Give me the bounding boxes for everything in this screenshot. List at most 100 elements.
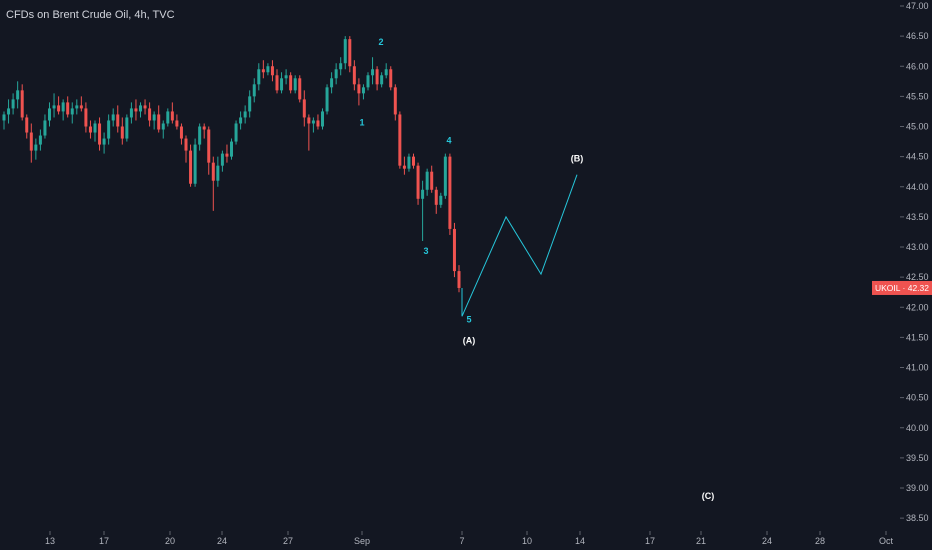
candle-body: [330, 78, 334, 88]
candle: [20, 84, 24, 121]
candle: [280, 72, 284, 94]
candle-body: [70, 108, 74, 115]
candle-body: [275, 75, 279, 91]
candle-body: [225, 153, 229, 157]
candle-body: [193, 144, 197, 184]
candle-body: [211, 162, 215, 181]
candle: [407, 153, 411, 172]
candle: [321, 108, 324, 130]
candle: [75, 99, 79, 115]
candle-body: [289, 75, 293, 91]
candle: [261, 60, 265, 79]
wave-label-3: 3: [423, 246, 428, 256]
candle: [434, 186, 438, 214]
candle-body: [348, 39, 352, 67]
candle-body: [398, 114, 402, 166]
price-tick-label: 40.50: [906, 393, 929, 403]
date-tick-label: 21: [696, 536, 706, 546]
price-tag-label: UKOIL · 42.32: [875, 283, 929, 293]
candle: [289, 72, 293, 94]
candle-body: [293, 78, 297, 91]
candle-body: [270, 66, 274, 76]
candle: [293, 75, 297, 94]
candle-body: [34, 144, 38, 151]
candle-body: [116, 114, 120, 127]
candle-body: [339, 63, 343, 70]
time-axis: 13 17 20 24 27 Sep 7 10 14 17 21 24 28 Oct: [45, 531, 893, 546]
candle-body: [61, 102, 65, 112]
candle: [398, 111, 402, 169]
candle: [107, 114, 111, 145]
candle-body: [252, 84, 256, 97]
candle-body: [38, 135, 42, 145]
candle-body: [152, 114, 156, 121]
date-tick-label: 7: [459, 536, 464, 546]
wave-labels: 1 2 3 4 5 (A) (B) (C): [359, 37, 714, 501]
candle: [70, 102, 74, 124]
candle-body: [325, 87, 329, 112]
candle-body: [7, 108, 11, 115]
price-tick-label: 42.00: [906, 302, 929, 312]
candle: [211, 156, 215, 211]
candle: [430, 165, 434, 193]
price-tick-label: 44.50: [906, 152, 929, 162]
candle: [452, 222, 456, 278]
price-tick-label: 43.00: [906, 242, 929, 252]
date-tick-label: Sep: [354, 536, 370, 546]
candle: [457, 265, 461, 293]
candle: [448, 153, 452, 235]
candle: [198, 123, 202, 151]
candle: [161, 120, 165, 139]
candle-body: [179, 126, 183, 139]
candle: [439, 192, 443, 208]
candle-body: [402, 165, 406, 169]
candle-body: [198, 126, 202, 145]
candle-body: [48, 108, 51, 121]
candle-body: [25, 117, 29, 133]
candle: [134, 99, 138, 121]
price-tick-label: 39.50: [906, 453, 929, 463]
candle: [61, 99, 65, 121]
candle: [189, 144, 193, 187]
candle-body: [220, 153, 224, 166]
candle-body: [202, 126, 206, 130]
candle-body: [307, 117, 311, 124]
candle-body: [184, 138, 188, 151]
date-tick-label: 28: [815, 536, 825, 546]
price-tick-label: 40.00: [906, 423, 929, 433]
candle: [275, 69, 279, 94]
candle-body: [452, 228, 456, 272]
candle: [375, 66, 379, 91]
candle: [248, 90, 252, 118]
chart-title: CFDs on Brent Crude Oil, 4h, TVC: [6, 9, 175, 21]
candle-body: [230, 141, 233, 157]
candle: [384, 63, 388, 79]
candle: [316, 114, 320, 130]
candle: [7, 99, 11, 124]
price-tag-box: [872, 280, 932, 295]
wave-label-5: 5: [466, 314, 471, 324]
candle: [425, 168, 429, 196]
wave-label-4: 4: [446, 135, 451, 145]
candle-body: [248, 96, 252, 112]
candle: [339, 57, 343, 76]
candle-body: [311, 120, 315, 124]
candle: [98, 117, 102, 151]
candle: [202, 123, 206, 139]
candle-body: [139, 105, 142, 112]
candle: [84, 102, 88, 133]
candle-body: [79, 105, 83, 109]
candle-body: [352, 66, 356, 85]
candle-body: [321, 111, 324, 127]
date-tick-label: 13: [45, 536, 55, 546]
date-tick-label: 14: [575, 536, 585, 546]
candle-body: [102, 138, 106, 145]
candle-body: [175, 120, 179, 127]
candle-body: [84, 108, 88, 127]
candle: [361, 84, 365, 100]
candle-body: [166, 111, 170, 124]
candle: [371, 57, 375, 85]
candle-body: [393, 87, 397, 115]
candle: [348, 36, 352, 73]
